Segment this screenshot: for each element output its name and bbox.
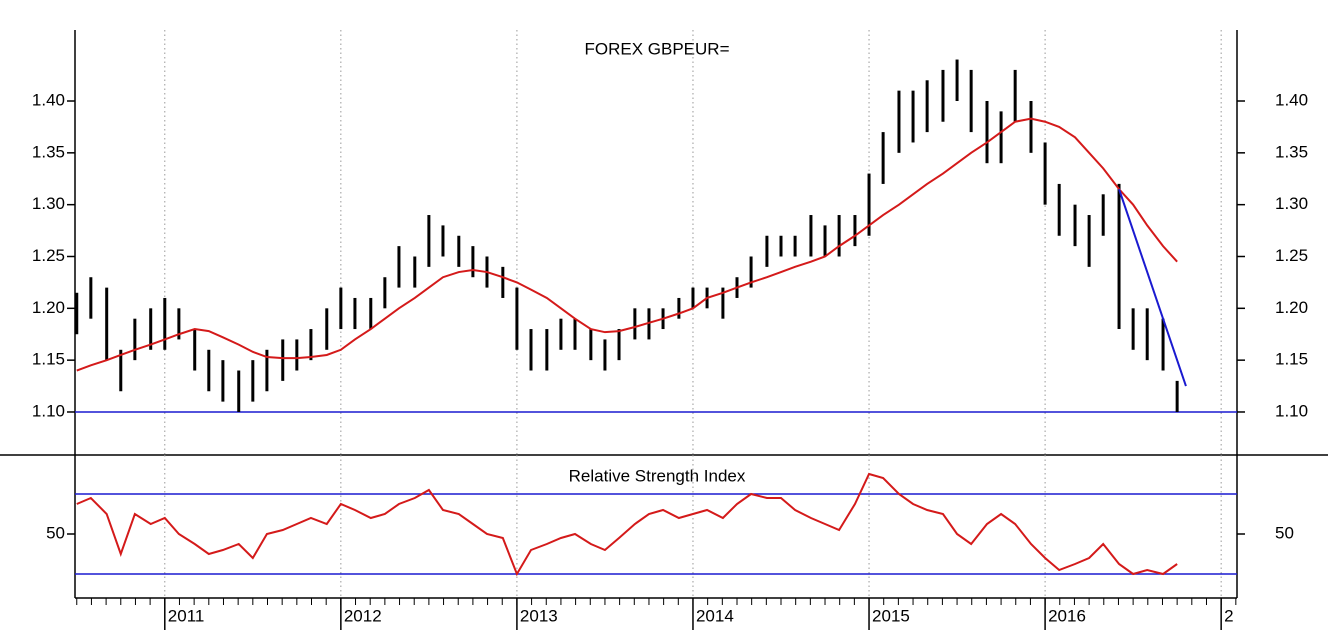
y-tick-label: 1.40 xyxy=(32,90,65,109)
x-tick-label: 2 xyxy=(1224,606,1233,625)
y-tick-label: 1.30 xyxy=(32,194,65,213)
y-tick-label: 1.35 xyxy=(32,142,65,161)
y-tick-label-right: 1.35 xyxy=(1275,142,1308,161)
y-tick-label: 1.25 xyxy=(32,246,65,265)
x-tick-label: 2015 xyxy=(872,606,910,625)
y-tick-label-right: 1.40 xyxy=(1275,90,1308,109)
x-tick-label: 2012 xyxy=(344,606,382,625)
rsi-title: Relative Strength Index xyxy=(569,466,746,485)
x-tick-label: 2016 xyxy=(1048,606,1086,625)
y-tick-label-right: 1.25 xyxy=(1275,246,1308,265)
y-tick-label: 1.10 xyxy=(32,401,65,420)
moving-average xyxy=(76,117,1178,372)
trend-line xyxy=(1118,188,1187,387)
y-tick-label: 50 xyxy=(46,523,65,542)
chart-title: FOREX GBPEUR= xyxy=(584,39,729,58)
y-tick-label-right: 50 xyxy=(1275,523,1294,542)
x-tick-label: 2014 xyxy=(696,606,734,625)
y-tick-label-right: 1.10 xyxy=(1275,401,1308,420)
x-tick-label: 2013 xyxy=(520,606,558,625)
y-tick-label-right: 1.15 xyxy=(1275,350,1308,369)
rsi-line xyxy=(76,472,1178,577)
y-tick-label-right: 1.30 xyxy=(1275,194,1308,213)
x-tick-label: 2011 xyxy=(168,606,205,625)
y-tick-label: 1.15 xyxy=(32,350,65,369)
y-tick-label-right: 1.20 xyxy=(1275,298,1308,317)
y-tick-label: 1.20 xyxy=(32,298,65,317)
